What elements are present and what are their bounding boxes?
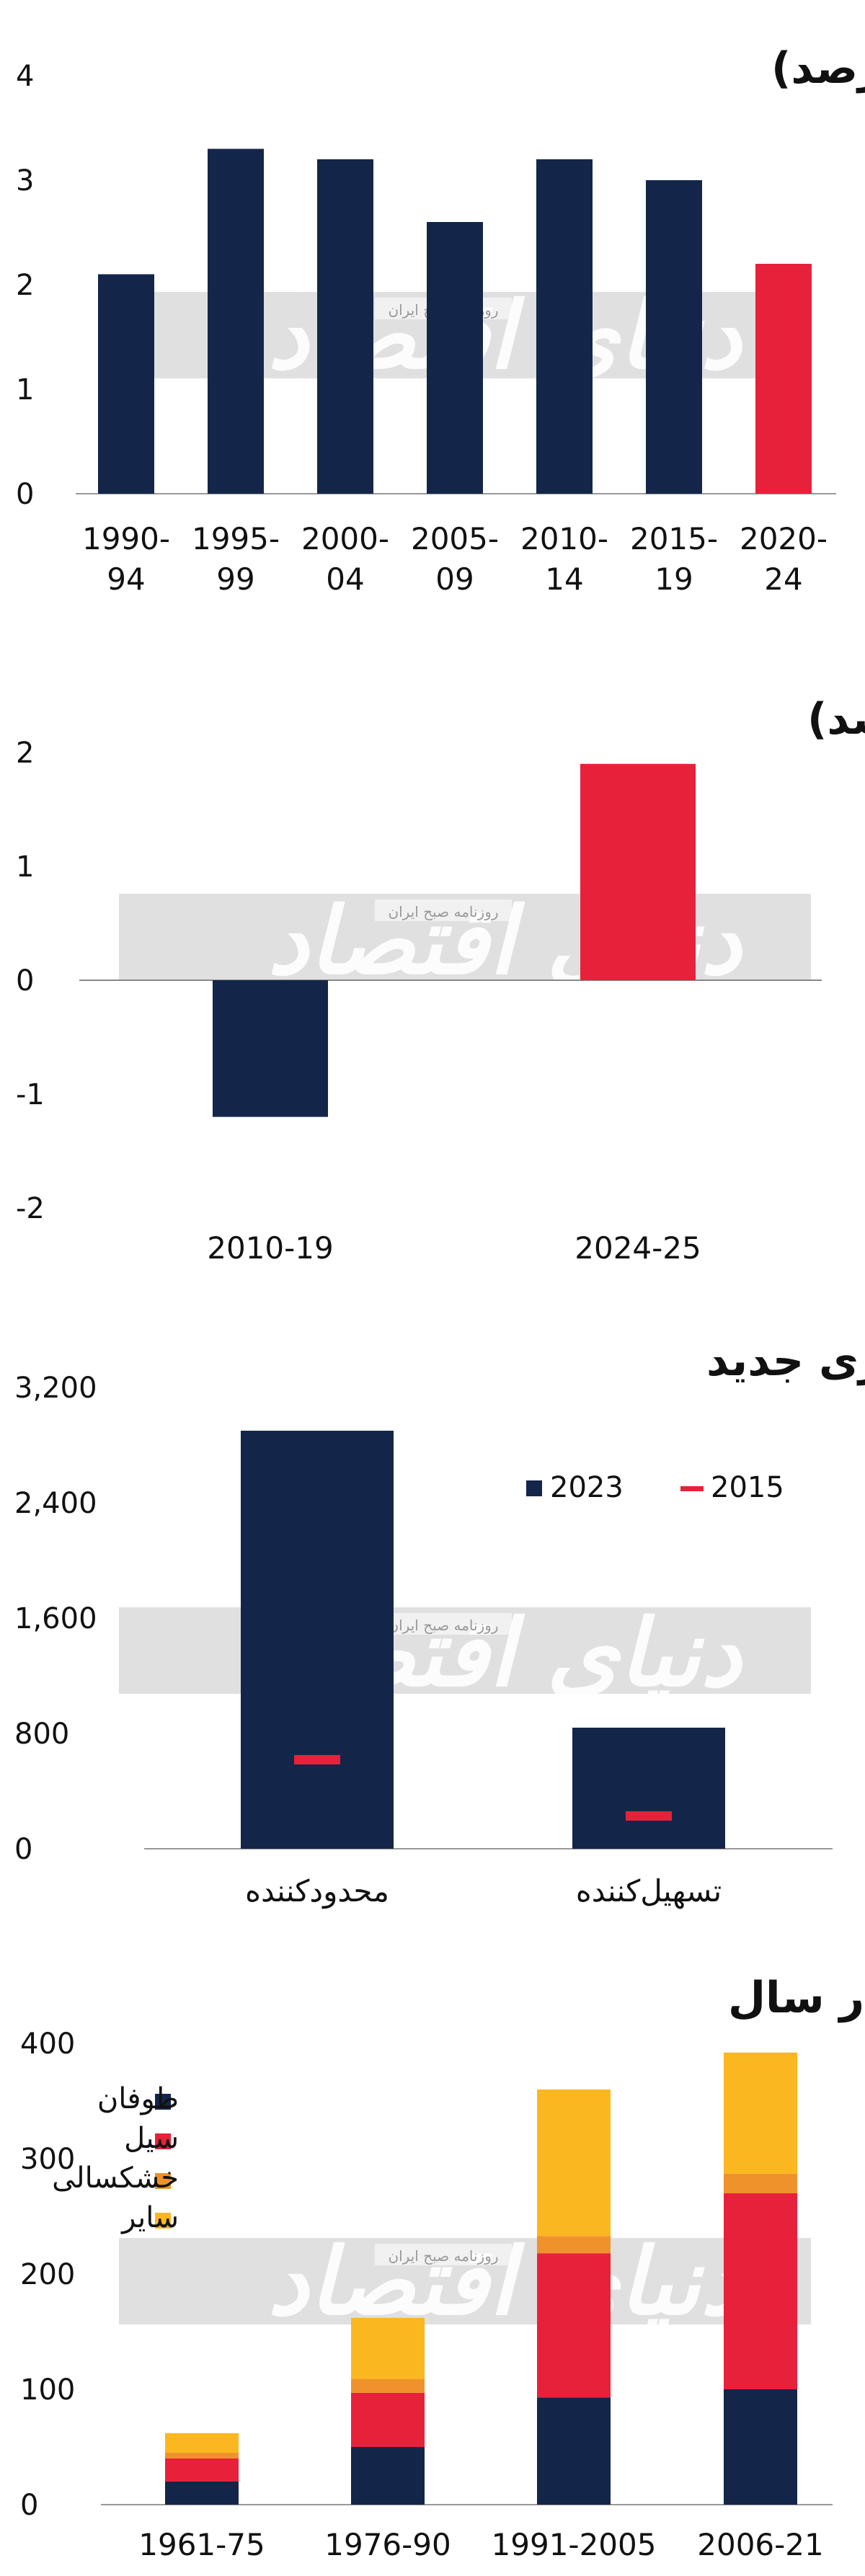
legend-swatch	[155, 2213, 171, 2229]
bar-segment	[537, 2089, 611, 2237]
y-tick-label: 2,400	[14, 1487, 97, 1520]
y-tick-label: 3,200	[14, 1372, 97, 1405]
y-tick-label: 4	[16, 60, 34, 93]
bar-segment	[724, 2193, 797, 2389]
y-tick-label: 1	[16, 373, 34, 407]
bar-2023	[241, 1431, 394, 1849]
bar	[646, 180, 702, 494]
y-tick-label: -1	[16, 1078, 45, 1111]
category-label: 2020-24	[740, 521, 828, 597]
bar-segment	[165, 2433, 239, 2453]
y-tick-label: 0	[16, 478, 34, 511]
y-tick-label: 800	[14, 1718, 69, 1751]
watermark-subtext: روزنامه صبح ایران	[388, 903, 498, 920]
legend-swatch	[155, 2173, 171, 2189]
bar	[536, 159, 593, 494]
category-label: 2000-04	[301, 521, 389, 597]
chart-title: تعداد بلایای طبیعی در سال	[728, 1973, 865, 2023]
legend-label: سایر	[120, 2201, 179, 2234]
y-tick-label: 200	[20, 2258, 75, 2291]
y-tick-label: 0	[14, 1833, 32, 1866]
legend-label-2015: 2015	[711, 1471, 784, 1504]
bar-segment	[724, 2173, 797, 2193]
bar-segment	[351, 2392, 425, 2447]
category-label: 1961-75	[138, 2527, 265, 2562]
bar	[317, 159, 373, 494]
y-tick-label: 100	[20, 2373, 75, 2407]
watermark-sub-box	[375, 2244, 512, 2265]
watermark-subtext: روزنامه صبح ایران	[388, 2247, 498, 2265]
y-tick-label: 2	[16, 269, 34, 302]
y-tick-label: 1,600	[14, 1602, 97, 1635]
legend-label-2023: 2023	[550, 1471, 624, 1504]
y-tick-label: 2	[16, 737, 34, 770]
bar-segment	[165, 2453, 239, 2459]
bar-segment	[537, 2236, 611, 2254]
y-tick-label: 400	[20, 2028, 75, 2061]
bar	[213, 980, 328, 1117]
bar-segment	[351, 2379, 425, 2393]
bar-segment	[165, 2482, 239, 2505]
category-label: تسهیل‌کننده	[576, 1873, 722, 1909]
category-label: محدودکننده	[245, 1873, 389, 1909]
legend-swatch-2023	[526, 1480, 542, 1496]
bar-segment	[537, 2253, 611, 2398]
category-label: 2015-19	[630, 521, 718, 597]
marker-2015	[626, 1811, 672, 1821]
category-label: 2006-21	[697, 2527, 824, 2562]
legend-swatch	[155, 2133, 171, 2149]
y-tick-label: 3	[16, 164, 34, 197]
category-label: 2010-14	[520, 521, 608, 597]
y-tick-label: 1	[16, 850, 34, 884]
category-label: 1976-90	[324, 2527, 451, 2562]
legend-label: طوفان	[97, 2082, 179, 2115]
category-label: 1991-2005	[492, 2527, 657, 2562]
bar	[98, 274, 154, 494]
y-tick-label: -2	[16, 1192, 45, 1225]
category-label: 1990-94	[82, 521, 170, 597]
watermark-sub-box	[375, 1613, 512, 1635]
bar-segment	[351, 2317, 425, 2379]
watermark-subtext: روزنامه صبح ایران	[388, 1617, 498, 1634]
bar	[208, 148, 264, 494]
legend-swatch	[155, 2094, 171, 2110]
category-label: 2005-09	[411, 521, 499, 597]
bar-segment	[351, 2447, 425, 2505]
chart-title: میانگین رشد GDP جهانی (درصد)	[771, 43, 865, 94]
marker-2015	[294, 1755, 340, 1764]
bar	[427, 222, 483, 494]
category-label: 2010-19	[207, 1230, 334, 1261]
bar-segment	[537, 2397, 611, 2505]
y-tick-label: 0	[20, 2489, 38, 2522]
bar-segment	[724, 2389, 797, 2505]
bar-segment	[724, 2052, 797, 2174]
watermark-sub-box	[375, 900, 512, 921]
bar	[755, 264, 812, 494]
category-label: 1995-99	[192, 521, 280, 597]
bar-2023	[572, 1728, 725, 1849]
bar-segment	[165, 2459, 239, 2482]
legend-label: سیل	[124, 2122, 179, 2155]
legend-label: خشکسالی	[52, 2162, 179, 2195]
y-tick-label: 300	[20, 2143, 75, 2176]
y-tick-label: 0	[16, 964, 34, 998]
category-label: 2024-25	[575, 1230, 701, 1261]
bar	[580, 763, 696, 980]
chart-title: میانگین نرخ بهره واقعی جهانی(درصد)	[807, 694, 865, 745]
chart-title: تعداد مصوبات تجاری جدید	[706, 1336, 865, 1386]
legend-swatch-2015	[680, 1486, 704, 1491]
